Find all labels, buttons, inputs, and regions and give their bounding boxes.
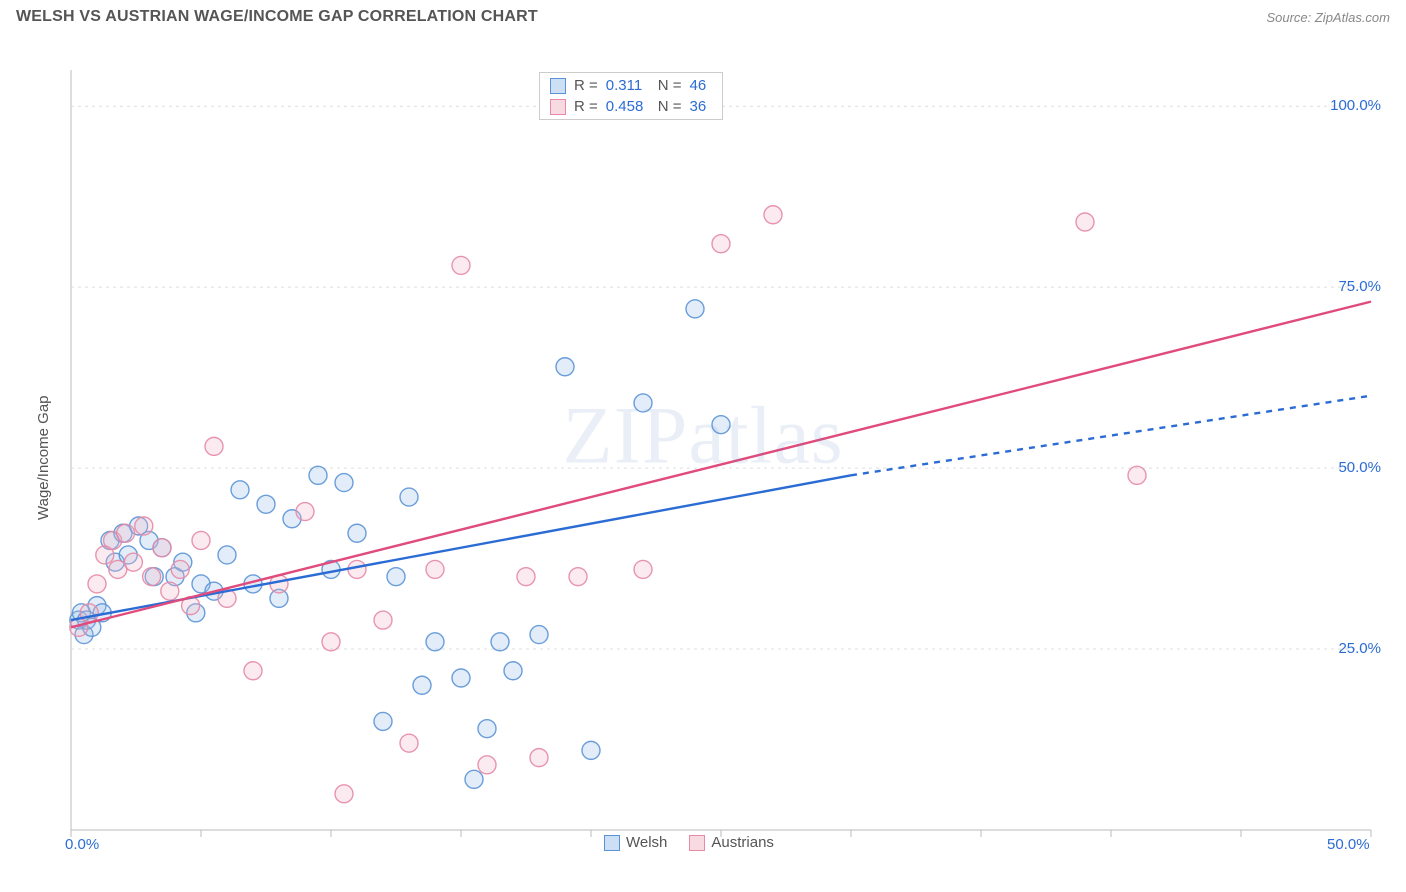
data-point	[117, 524, 135, 542]
data-point	[153, 539, 171, 557]
stat-r-value: 0.458	[606, 98, 650, 115]
x-tick-label: 50.0%	[1327, 836, 1370, 853]
series-legend: Welsh Austrians	[604, 834, 774, 851]
data-point	[764, 206, 782, 224]
stats-row: R = 0.458 N = 36	[540, 96, 722, 117]
data-point	[135, 517, 153, 535]
scatter-chart-svg	[15, 30, 1391, 850]
data-point	[124, 553, 142, 571]
data-point	[712, 235, 730, 253]
stats-row: R = 0.311 N = 46	[540, 75, 722, 96]
stat-n-label: N =	[658, 98, 682, 115]
chart-header: WELSH VS AUSTRIAN WAGE/INCOME GAP CORREL…	[0, 0, 1406, 30]
stat-r-label: R =	[574, 98, 598, 115]
series-swatch	[550, 78, 566, 94]
y-tick-label: 25.0%	[1338, 640, 1381, 657]
stat-n-label: N =	[658, 77, 682, 94]
legend-swatch	[689, 835, 705, 851]
data-point	[504, 662, 522, 680]
y-tick-label: 50.0%	[1338, 459, 1381, 476]
data-point	[244, 662, 262, 680]
data-point	[530, 626, 548, 644]
data-point	[348, 524, 366, 542]
data-point	[161, 582, 179, 600]
data-point	[556, 358, 574, 376]
data-point	[205, 437, 223, 455]
source-label: Source: ZipAtlas.com	[1266, 10, 1390, 25]
data-point	[413, 676, 431, 694]
data-point	[335, 474, 353, 492]
chart-title: WELSH VS AUSTRIAN WAGE/INCOME GAP CORREL…	[16, 8, 538, 26]
data-point	[426, 560, 444, 578]
data-point	[374, 712, 392, 730]
legend-label: Welsh	[626, 834, 667, 851]
data-point	[400, 734, 418, 752]
stat-n-value: 46	[690, 77, 712, 94]
data-point	[686, 300, 704, 318]
data-point	[491, 633, 509, 651]
data-point	[478, 756, 496, 774]
data-point	[296, 503, 314, 521]
data-point	[322, 633, 340, 651]
data-point	[374, 611, 392, 629]
legend-label: Austrians	[711, 834, 774, 851]
data-point	[530, 749, 548, 767]
data-point	[335, 785, 353, 803]
source-prefix: Source:	[1266, 10, 1314, 25]
legend-item: Austrians	[689, 834, 774, 851]
data-point	[452, 256, 470, 274]
data-point	[582, 741, 600, 759]
data-point	[192, 531, 210, 549]
legend-item: Welsh	[604, 834, 667, 851]
data-point	[465, 770, 483, 788]
data-point	[88, 575, 106, 593]
data-point	[143, 568, 161, 586]
stat-r-label: R =	[574, 77, 598, 94]
stat-n-value: 36	[690, 98, 712, 115]
x-tick-label: 0.0%	[65, 836, 99, 853]
correlation-stats-box: R = 0.311 N = 46 R = 0.458 N = 36	[539, 72, 723, 120]
data-point	[400, 488, 418, 506]
data-point	[712, 416, 730, 434]
data-point	[231, 481, 249, 499]
trend-line	[71, 302, 1371, 628]
data-point	[1128, 466, 1146, 484]
legend-swatch	[604, 835, 620, 851]
source-name: ZipAtlas.com	[1315, 10, 1390, 25]
stat-r-value: 0.311	[606, 77, 650, 94]
data-point	[257, 495, 275, 513]
chart-area: ZIPatlas Wage/Income Gap R =0.311N =46R …	[15, 30, 1391, 850]
data-point	[569, 568, 587, 586]
y-axis-label: Wage/Income Gap	[35, 395, 52, 520]
data-point	[218, 546, 236, 564]
trend-line-dash	[851, 396, 1371, 476]
data-point	[517, 568, 535, 586]
y-tick-label: 75.0%	[1338, 278, 1381, 295]
data-point	[348, 560, 366, 578]
data-point	[80, 604, 98, 622]
data-point	[171, 560, 189, 578]
data-point	[634, 394, 652, 412]
data-point	[634, 560, 652, 578]
data-point	[426, 633, 444, 651]
data-point	[1076, 213, 1094, 231]
y-tick-label: 100.0%	[1330, 97, 1381, 114]
data-point	[309, 466, 327, 484]
data-point	[478, 720, 496, 738]
data-point	[452, 669, 470, 687]
series-swatch	[550, 99, 566, 115]
data-point	[387, 568, 405, 586]
